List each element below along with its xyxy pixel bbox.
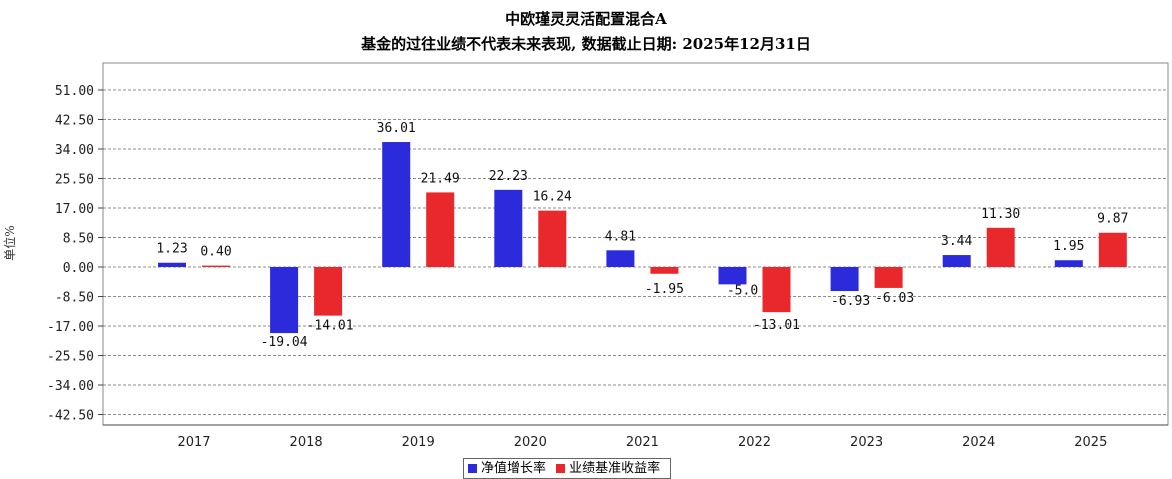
- bar-nav: [1054, 260, 1083, 267]
- data-label: -5.0: [727, 283, 758, 298]
- x-tick-label: 2023: [850, 435, 883, 450]
- y-tick-label: 51.00: [55, 84, 94, 99]
- x-tick-label: 2021: [626, 435, 659, 450]
- x-tick-label: 2019: [402, 435, 435, 450]
- data-label: -14.01: [307, 319, 354, 334]
- bar-nav: [718, 267, 747, 285]
- y-tick-label: 17.00: [55, 202, 94, 217]
- bar-benchmark: [650, 267, 679, 274]
- y-tick-label: 8.50: [63, 232, 94, 247]
- legend-swatch-red: [556, 464, 566, 473]
- y-tick-label: -34.00: [47, 379, 94, 394]
- data-label: -13.01: [753, 318, 800, 333]
- y-tick-label: 42.50: [55, 114, 94, 129]
- legend-label-benchmark: 业绩基准收益率: [569, 461, 661, 476]
- bar-nav: [158, 262, 186, 267]
- bar-benchmark: [426, 192, 455, 267]
- bar-nav: [830, 267, 859, 292]
- y-tick-label: -25.50: [47, 350, 94, 365]
- y-axis-label: 单位%: [2, 225, 17, 260]
- bar-benchmark: [986, 227, 1015, 267]
- x-tick-label: 2022: [738, 435, 771, 450]
- data-label: -1.95: [645, 282, 684, 297]
- data-label: -6.03: [875, 291, 914, 306]
- y-tick-label: 34.00: [55, 143, 94, 158]
- chart-title: 中欧瑾灵灵活配置混合A: [505, 10, 667, 28]
- data-label: 3.44: [941, 234, 972, 249]
- chart-legend: 净值增长率 业绩基准收益率: [463, 458, 672, 479]
- bar-nav: [270, 267, 299, 334]
- y-tick-label: -17.00: [47, 320, 94, 335]
- bar-benchmark: [314, 267, 343, 316]
- data-label: 0.40: [200, 245, 231, 260]
- data-label: -19.04: [261, 335, 308, 350]
- x-tick-label: 2017: [177, 435, 210, 450]
- data-label: 11.30: [981, 207, 1020, 222]
- bar-benchmark: [874, 267, 903, 288]
- bar-nav: [382, 142, 411, 267]
- bar-benchmark: [762, 267, 791, 313]
- data-label: 22.23: [489, 169, 528, 184]
- x-tick-label: 2020: [514, 435, 547, 450]
- data-label: 1.95: [1053, 239, 1084, 254]
- chart-subtitle: 基金的过往业绩不代表未来表现, 数据截止日期: 2025年12月31日: [361, 35, 811, 53]
- legend-item-benchmark: 业绩基准收益率: [556, 459, 660, 478]
- legend-label-nav: 净值增长率: [481, 461, 547, 476]
- x-tick-label: 2018: [290, 435, 323, 450]
- data-label: 36.01: [377, 121, 416, 136]
- bar-benchmark: [202, 265, 230, 267]
- legend-swatch-blue: [468, 464, 477, 473]
- data-label: -6.93: [831, 294, 870, 309]
- bar-benchmark: [1098, 232, 1127, 267]
- data-label: 21.49: [421, 171, 460, 186]
- bar-nav: [494, 189, 523, 267]
- data-label: 4.81: [605, 229, 636, 244]
- legend-item-nav: 净值增长率: [468, 459, 546, 478]
- bar-nav: [606, 250, 635, 267]
- y-tick-label: 0.00: [63, 261, 94, 276]
- y-tick-label: 25.50: [55, 173, 94, 188]
- x-tick-label: 2024: [962, 435, 995, 450]
- y-tick-label: -42.50: [47, 409, 94, 424]
- x-tick-label: 2025: [1074, 435, 1107, 450]
- bar-benchmark: [538, 210, 567, 267]
- data-label: 1.23: [156, 242, 187, 257]
- y-tick-label: -8.50: [55, 291, 94, 306]
- data-label: 16.24: [533, 190, 572, 205]
- bar-nav: [942, 255, 971, 267]
- data-label: 9.87: [1097, 212, 1128, 227]
